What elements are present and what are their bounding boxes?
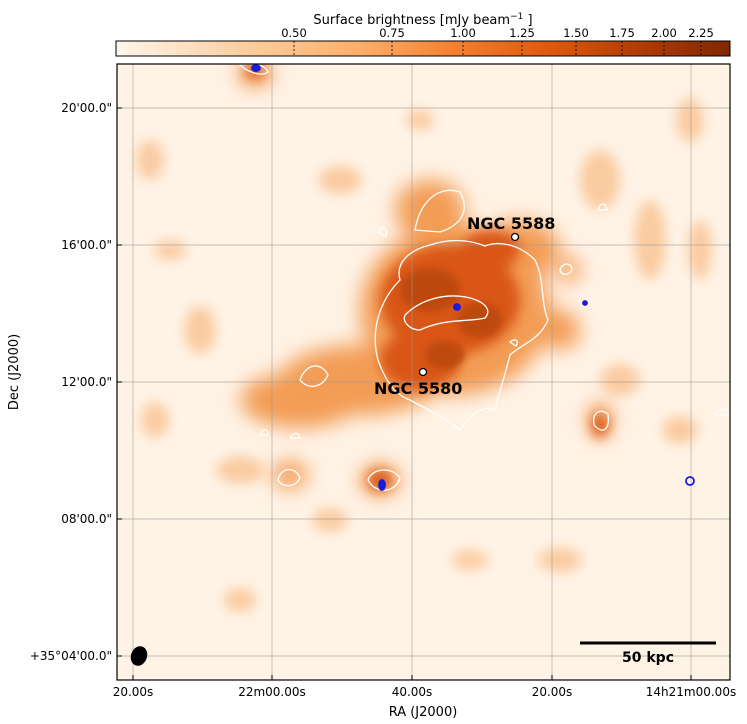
map-panel: NGC 5588 NGC 5580 50 kpc <box>116 63 731 681</box>
x-tick-label: 20.00s <box>532 685 573 699</box>
y-tick-label: +35°04'00.0" <box>30 649 112 663</box>
x-tick-label: 20.00s <box>113 685 154 699</box>
map-frame <box>116 63 731 681</box>
x-tick-label: 22m00.00s <box>238 685 306 699</box>
y-tick-label: 20'00.0" <box>61 101 112 115</box>
ngc5580-marker <box>418 367 428 377</box>
colorbar: Surface brightness [mJy beam−1 ] 0.50 0.7… <box>115 12 731 57</box>
white-contours <box>238 64 730 491</box>
colorbar-tick-label: 1.25 <box>509 26 535 40</box>
coordinate-grid <box>117 64 730 680</box>
colorbar-tick-label: 2.00 <box>651 26 677 40</box>
blue-contours <box>251 64 695 491</box>
label-ngc5588: NGC 5588 <box>467 214 555 233</box>
galaxy-markers: NGC 5588 NGC 5580 <box>374 214 555 398</box>
colorbar-tick-label: 0.50 <box>281 26 307 40</box>
y-tick-label: 12'00.0" <box>61 375 112 389</box>
colorbar-tick-label: 0.75 <box>379 26 405 40</box>
x-axis-label: RA (J2000) <box>389 705 458 720</box>
beam-ellipse <box>130 646 148 666</box>
colorbar-tick-label: 1.75 <box>609 26 635 40</box>
colorbar-tick-label: 1.00 <box>450 26 476 40</box>
scale-bar-label: 50 kpc <box>622 650 674 666</box>
y-tick-label: 08'00.0" <box>61 512 112 526</box>
colorbar-tick-label: 2.25 <box>688 26 714 40</box>
y-axis-label: Dec (J2000) <box>7 334 22 410</box>
colorbar-gradient <box>115 40 731 57</box>
y-axis: 20'00.0" 16'00.0" 12'00.0" 08'00.0" +35°04'0… <box>30 101 122 663</box>
colorbar-ticks: 0.50 0.75 1.00 1.25 1.50 1.75 2.00 2.25 <box>281 26 714 56</box>
y-tick-label: 16'00.0" <box>61 238 112 252</box>
x-tick-label: 40.00s <box>392 685 433 699</box>
label-ngc5580: NGC 5580 <box>374 379 462 398</box>
x-axis: 20.00s 22m00.00s 40.00s 20.00s 14h21m00.00s <box>113 675 736 699</box>
scale-bar: 50 kpc <box>580 641 716 666</box>
x-tick-label: 14h21m00.00s <box>646 685 736 699</box>
colorbar-title: Surface brightness [mJy beam−1 ] <box>313 12 532 28</box>
ngc5588-marker <box>510 232 520 242</box>
colorbar-tick-label: 1.50 <box>563 26 589 40</box>
